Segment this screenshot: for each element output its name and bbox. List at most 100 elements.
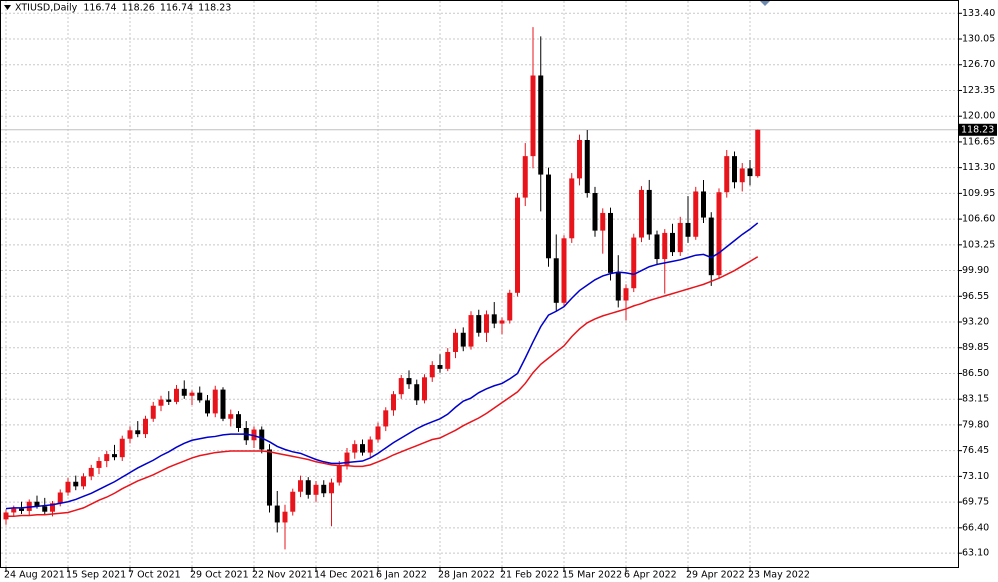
y-tick-label: 69.75 [962,497,989,508]
candle-body [670,232,675,253]
candle-body [693,191,699,237]
candle-body [584,140,590,193]
candle-body [236,414,241,428]
candle-body [375,426,381,440]
header-value: 116.74 [83,3,116,14]
candle-body [26,501,32,511]
candle-body [150,405,156,419]
moving-average [5,222,759,510]
candle-body [321,484,327,494]
axes: 133.40 130.05 126.70 123.35 120.00 116.65 113.… [4,8,997,581]
candle-body [654,234,660,260]
moving-average [6,256,759,518]
x-tick-label: 28 Jan 2022 [438,570,495,581]
y-tick-label: 73.10 [962,471,989,482]
y-tick-label: 63.10 [962,548,989,559]
candle-body [600,212,606,231]
candle-body [747,168,753,177]
y-tick-label: 133.40 [962,8,995,19]
x-tick-label: 7 Oct 2021 [128,570,181,581]
candle-body [305,480,311,495]
grid [1,1,958,567]
candle-body [329,482,334,494]
candle-body [398,378,404,395]
candle-body [708,217,714,276]
candle-body [577,140,582,179]
candle-body [716,192,722,276]
candle-body [166,399,172,402]
candle-body [143,418,148,435]
y-tick-label: 93.20 [962,317,989,328]
candle-body [685,222,691,237]
candle-body [189,392,195,396]
y-tick-label: 103.25 [962,239,995,250]
candle-body [344,452,350,465]
symbol-label: XTIUSD,Daily [15,3,78,14]
candle-body [251,429,257,441]
candle-body [522,156,528,198]
y-tick-label: 126.70 [962,59,995,70]
candle-body [460,332,466,347]
y-tick-label: 86.50 [962,368,989,379]
candle-body [360,444,365,453]
shift-marker[interactable] [760,1,770,6]
y-tick-label: 130.05 [962,34,995,45]
candle-body [499,320,505,324]
candle-body [445,351,451,369]
candle-body [623,288,629,301]
header-value: 116.74 [160,3,193,14]
x-tick-label: 15 Sep 2021 [66,570,126,581]
candle-body [181,388,187,396]
candle-body [414,384,420,401]
y-tick-label: 83.15 [962,394,989,405]
candle-body [484,314,489,333]
candle-body [755,129,761,177]
candle-body [336,464,342,483]
candle-body [290,491,296,512]
candle-body [259,429,265,450]
candle-body [646,189,652,235]
candle-body [429,365,435,378]
x-tick-label: 14 Dec 2021 [314,570,375,581]
candle-body [96,461,102,468]
candle-body [228,414,234,419]
y-tick-label: 66.40 [962,522,989,533]
candle-body [453,332,458,352]
candle-body [561,238,567,303]
candle-body [65,481,71,493]
y-tick-label: 76.45 [962,445,989,456]
x-tick-label: 29 Oct 2021 [190,570,249,581]
candle-body [367,439,373,453]
last-price-label: 118.23 [961,124,994,135]
x-tick-label: 6 Jan 2022 [376,570,427,581]
candle-body [174,388,179,402]
candle-body [476,315,482,333]
candle-body [81,476,86,487]
candle-body [422,377,427,401]
candle-body [57,492,63,504]
candle-body [437,365,443,369]
x-tick-label: 23 May 2022 [748,570,810,581]
candle-body [538,75,544,175]
x-tick-label: 21 Feb 2022 [500,570,559,581]
candle-body [406,378,412,385]
candle-body [119,438,125,458]
candle-body [88,467,94,477]
menu-arrow[interactable] [4,5,11,10]
header-value: 118.23 [198,3,231,14]
candle-body [298,480,303,492]
candle-body [662,232,668,260]
candle-body [677,222,683,253]
y-tick-label: 109.95 [962,188,995,199]
y-tick-label: 89.85 [962,342,989,353]
candle-body [608,212,613,273]
candle-body [274,505,280,523]
candle-body [19,508,24,511]
candle-body [615,272,621,301]
y-tick-label: 79.80 [962,419,989,430]
candle-body [739,168,745,183]
candle-body [639,189,644,238]
candle-body [569,178,575,239]
candle-body [11,508,17,513]
